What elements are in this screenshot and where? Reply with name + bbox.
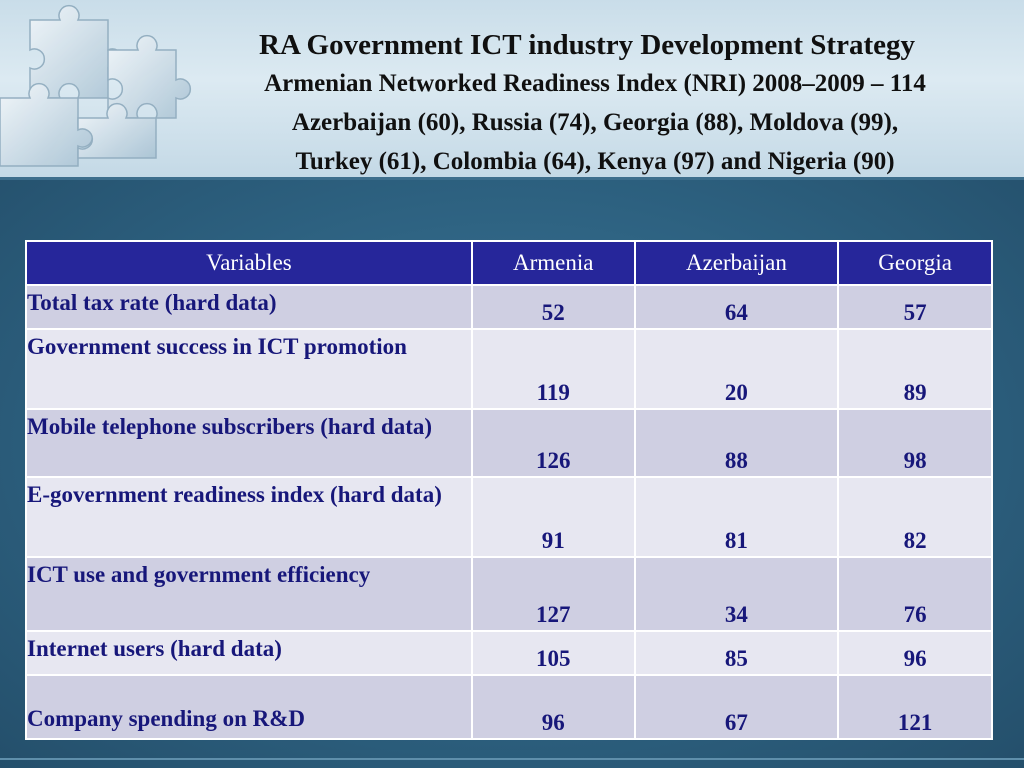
column-header-variables: Variables (25, 240, 473, 286)
subtitle-line: Turkey (61), Colombia (64), Kenya (97) a… (295, 148, 895, 175)
armenia-cell: 127 (470, 556, 636, 632)
azerbaijan-cell: 20 (633, 328, 840, 410)
armenia-cell: 126 (470, 408, 636, 478)
variable-cell: E-government readiness index (hard data) (25, 476, 473, 558)
variable-cell: ICT use and government efficiency (25, 556, 473, 632)
georgia-cell: 76 (837, 556, 993, 632)
variable-cell: Government success in ICT promotion (25, 328, 473, 410)
armenia-cell: 96 (470, 674, 636, 740)
armenia-cell: 119 (470, 328, 636, 410)
table-row: Government success in ICT promotion 119 … (25, 328, 993, 410)
azerbaijan-cell: 34 (633, 556, 840, 632)
variable-cell: Mobile telephone subscribers (hard data) (25, 408, 473, 478)
azerbaijan-cell: 85 (633, 630, 840, 676)
table-row: Internet users (hard data) 105 85 96 (25, 630, 993, 676)
subtitle-line: Armenian Networked Readiness Index (NRI)… (264, 70, 926, 97)
georgia-cell: 96 (837, 630, 993, 676)
table-row: ICT use and government efficiency 127 34… (25, 556, 993, 632)
table-row: Total tax rate (hard data) 52 64 57 (25, 284, 993, 330)
footer-divider (0, 758, 1024, 760)
slide-header: RA Government ICT industry Development S… (0, 0, 1024, 177)
puzzle-pieces-decoration (0, 4, 192, 167)
table-row: Mobile telephone subscribers (hard data)… (25, 408, 993, 478)
azerbaijan-cell: 88 (633, 408, 840, 478)
variable-cell: Company spending on R&D (25, 674, 473, 740)
subtitle-line: Azerbaijan (60), Russia (74), Georgia (8… (291, 109, 899, 136)
table-header-row: Variables Armenia Azerbaijan Georgia (25, 240, 993, 286)
variable-cell: Internet users (hard data) (25, 630, 473, 676)
column-header-georgia: Georgia (837, 240, 993, 286)
azerbaijan-cell: 81 (633, 476, 840, 558)
column-header-armenia: Armenia (470, 240, 636, 286)
nri-comparison-table: Variables Armenia Azerbaijan Georgia Tot… (25, 240, 993, 740)
georgia-cell: 89 (837, 328, 993, 410)
armenia-cell: 91 (470, 476, 636, 558)
armenia-cell: 105 (470, 630, 636, 676)
page-subtitle: Armenian Networked Readiness Index (NRI)… (170, 64, 1020, 177)
table-row: E-government readiness index (hard data)… (25, 476, 993, 558)
variable-cell: Total tax rate (hard data) (25, 284, 473, 330)
header-divider (0, 177, 1024, 180)
azerbaijan-cell: 67 (633, 674, 840, 740)
azerbaijan-cell: 64 (633, 284, 840, 330)
georgia-cell: 121 (837, 674, 993, 740)
georgia-cell: 57 (837, 284, 993, 330)
georgia-cell: 82 (837, 476, 993, 558)
georgia-cell: 98 (837, 408, 993, 478)
armenia-cell: 52 (470, 284, 636, 330)
table-row: Company spending on R&D 96 67 121 (25, 674, 993, 740)
page-title: RA Government ICT industry Development S… (259, 29, 915, 61)
column-header-azerbaijan: Azerbaijan (633, 240, 840, 286)
